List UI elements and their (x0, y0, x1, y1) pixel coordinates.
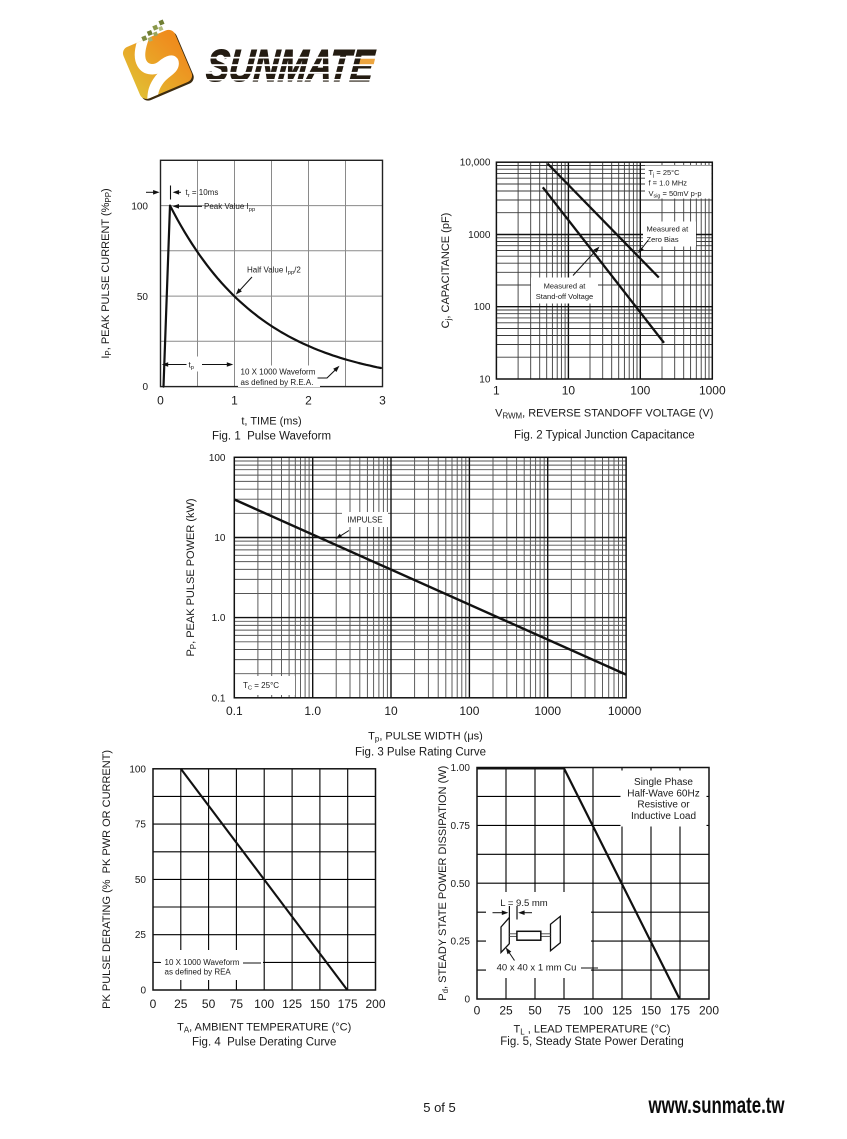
svg-text:TL​ , LEAD TEMPERATURE (°C): TL​ , LEAD TEMPERATURE (°C) (514, 1024, 671, 1037)
svg-text:0.1: 0.1 (226, 704, 243, 718)
svg-text:10 X 1000 Waveform: 10 X 1000 Waveform (241, 368, 316, 377)
svg-text:25: 25 (135, 930, 147, 941)
svg-text:150: 150 (310, 997, 330, 1011)
svg-text:75: 75 (230, 997, 244, 1011)
svg-text:75: 75 (135, 820, 147, 831)
svg-text:Peak Value Ipp​: Peak Value Ipp​ (204, 202, 255, 213)
svg-text:75: 75 (557, 1004, 571, 1018)
svg-text:f = 1.0 MHz: f = 1.0 MHz (649, 178, 688, 187)
svg-text:2: 2 (305, 394, 312, 408)
svg-text:TC​ = 25°C: TC​ = 25°C (243, 681, 279, 692)
svg-text:100: 100 (129, 764, 146, 775)
svg-text:10 X 1000 Waveform: 10 X 1000 Waveform (165, 958, 240, 967)
svg-text:Fig. 3 Pulse Rating Curve: Fig. 3 Pulse Rating Curve (355, 747, 486, 759)
svg-text:Fig. 2 Typical Junction Capaci: Fig. 2 Typical Junction Capacitance (514, 430, 695, 442)
svg-text:125: 125 (612, 1004, 632, 1018)
svg-text:Pd​, STEADY STATE POWER DISSIP: Pd​, STEADY STATE POWER DISSIPATION (W) (437, 766, 450, 1001)
svg-text:10000: 10000 (608, 704, 642, 718)
svg-text:Cj​, CAPACITANCE (pF): Cj​, CAPACITANCE (pF) (440, 213, 453, 329)
svg-text:100: 100 (209, 453, 226, 464)
svg-text:50: 50 (137, 292, 149, 303)
svg-text:125: 125 (282, 997, 302, 1011)
svg-text:40 x 40 x 1 mm Cu: 40 x 40 x 1 mm Cu (497, 962, 577, 973)
svg-text:100: 100 (630, 383, 650, 397)
svg-text:Vsig​ = 50mV p-p: Vsig​ = 50mV p-p (649, 189, 702, 200)
svg-text:PP​, PEAK PULSE POWER (kW): PP​, PEAK PULSE POWER (kW) (185, 498, 198, 656)
svg-text:0: 0 (474, 1004, 481, 1018)
svg-text:50: 50 (528, 1004, 542, 1018)
svg-text:1: 1 (493, 383, 500, 397)
svg-text:Measured at: Measured at (647, 224, 690, 233)
svg-text:1: 1 (231, 394, 238, 408)
svg-text:0: 0 (464, 995, 470, 1006)
svg-text:200: 200 (699, 1004, 719, 1018)
svg-text:Zero Bias: Zero Bias (647, 235, 679, 244)
svg-text:t, TIME (ms): t, TIME (ms) (241, 416, 301, 428)
svg-text:1.00: 1.00 (451, 763, 471, 774)
svg-text:50: 50 (202, 997, 216, 1011)
svg-text:Fig. 5, Steady State Power Der: Fig. 5, Steady State Power Derating (500, 1036, 683, 1048)
svg-text:10: 10 (479, 375, 491, 386)
svg-text:5 of 5: 5 of 5 (423, 1100, 456, 1115)
svg-text:IP​, PEAK PULSE CURRENT (%PP​): IP​, PEAK PULSE CURRENT (%PP​) (100, 188, 113, 358)
svg-text:Measured at: Measured at (544, 281, 587, 290)
svg-text:as defined by R.E.A.: as defined by R.E.A. (241, 378, 314, 387)
svg-text:200: 200 (365, 997, 385, 1011)
svg-text:100: 100 (583, 1004, 603, 1018)
svg-text:Fig. 4 Pulse Derating Curve: Fig. 4 Pulse Derating Curve (192, 1036, 336, 1048)
svg-text:100: 100 (131, 201, 148, 212)
svg-text:175: 175 (670, 1004, 690, 1018)
svg-text:Stand-off Voltage: Stand-off Voltage (536, 292, 593, 301)
svg-text:100: 100 (474, 302, 491, 313)
svg-text:tp​: tp​ (189, 360, 194, 371)
svg-text:1000: 1000 (534, 704, 561, 718)
svg-text:Fig. 1 Pulse Waveform: Fig. 1 Pulse Waveform (212, 431, 331, 443)
svg-text:50: 50 (135, 875, 147, 886)
svg-text:L = 9.5 mm: L = 9.5 mm (500, 898, 548, 909)
svg-text:10: 10 (562, 383, 576, 397)
svg-text:PK PULSE DERATING (% PK PWR O: PK PULSE DERATING (% PK PWR OR CURRENT) (101, 750, 113, 1009)
svg-text:1.0: 1.0 (212, 613, 226, 624)
svg-text:0: 0 (157, 394, 164, 408)
svg-text:Half-Wave 60Hz: Half-Wave 60Hz (627, 788, 699, 799)
svg-text:1000: 1000 (468, 230, 491, 241)
svg-text:Tp​, PULSE WIDTH (μs): Tp​, PULSE WIDTH (μs) (368, 731, 483, 744)
svg-text:175: 175 (338, 997, 358, 1011)
svg-text:0.1: 0.1 (212, 693, 226, 704)
svg-text:1.0: 1.0 (304, 704, 321, 718)
svg-text:25: 25 (499, 1004, 513, 1018)
svg-text:VRWM​, REVERSE STANDOFF VOLTAG: VRWM​, REVERSE STANDOFF VOLTAGE (V) (495, 407, 713, 420)
svg-text:100: 100 (254, 997, 274, 1011)
svg-text:Resistive or: Resistive or (637, 800, 690, 811)
svg-text:Half Value Ipp​/2: Half Value Ipp​/2 (247, 265, 301, 276)
svg-text:10,000: 10,000 (460, 158, 491, 169)
svg-text:as defined by REA: as defined by REA (165, 968, 232, 977)
svg-text:150: 150 (641, 1004, 661, 1018)
svg-text:25: 25 (174, 997, 188, 1011)
svg-text:0: 0 (142, 382, 148, 393)
svg-text:10: 10 (384, 704, 398, 718)
svg-text:TA​, AMBIENT TEMPERATURE (°C): TA​, AMBIENT TEMPERATURE (°C) (177, 1021, 351, 1034)
svg-text:0.75: 0.75 (451, 821, 471, 832)
svg-text:0: 0 (150, 997, 157, 1011)
svg-text:0: 0 (140, 986, 146, 997)
svg-text:Inductive Load: Inductive Load (631, 811, 696, 822)
svg-text:0.25: 0.25 (451, 937, 471, 948)
svg-text:www.sunmate.tw: www.sunmate.tw (648, 1092, 785, 1118)
svg-text:10: 10 (214, 533, 226, 544)
svg-text:tr​ = 10ms: tr​ = 10ms (186, 188, 219, 199)
svg-text:1000: 1000 (699, 383, 726, 397)
svg-text:3: 3 (379, 394, 386, 408)
svg-text:Tj​ = 25°C: Tj​ = 25°C (649, 168, 681, 179)
svg-text:0.50: 0.50 (451, 879, 471, 890)
svg-text:100: 100 (459, 704, 479, 718)
svg-text:Single Phase: Single Phase (634, 777, 693, 788)
svg-text:IMPULSE: IMPULSE (347, 516, 382, 525)
